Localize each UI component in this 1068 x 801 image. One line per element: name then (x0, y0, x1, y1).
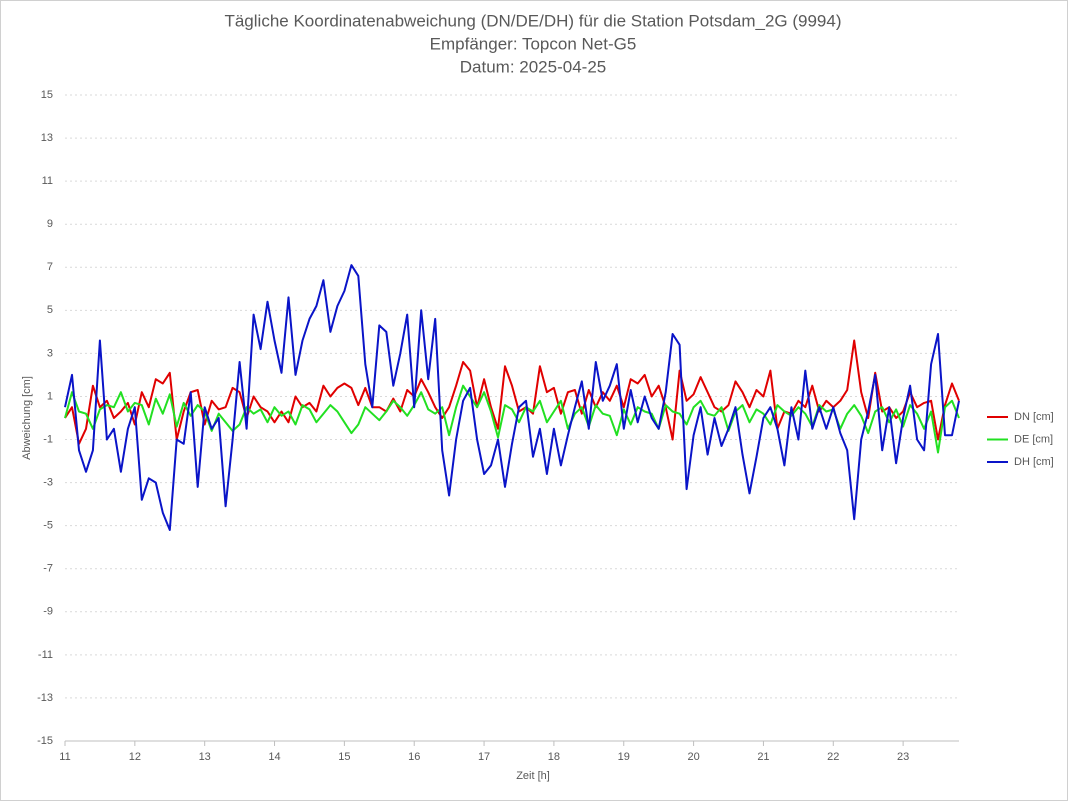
legend-label: DE [cm] (1014, 433, 1053, 445)
y-tick-label: -13 (37, 692, 53, 704)
x-tick-label: 14 (268, 751, 280, 763)
x-tick-label: 22 (827, 751, 839, 763)
y-tick-label: -3 (43, 477, 53, 489)
chart-subtitle: Empfänger: Topcon Net-G5 (430, 34, 637, 53)
x-tick-label: 21 (757, 751, 769, 763)
y-tick-label: 15 (41, 89, 53, 101)
y-tick-label: -9 (43, 606, 53, 618)
data-line (64, 264, 960, 531)
y-tick-label: -11 (38, 649, 53, 661)
x-tick-label: 20 (687, 751, 699, 763)
y-tick-label: 11 (42, 175, 53, 187)
y-tick-label: -15 (37, 735, 53, 747)
y-tick-label: 13 (41, 132, 53, 144)
y-axis-label: Abweichung [cm] (21, 376, 33, 460)
x-axis-label: Zeit [h] (516, 770, 550, 782)
x-tick-label: 19 (618, 751, 630, 763)
y-tick-label: 9 (47, 218, 53, 230)
y-tick-label: 5 (47, 304, 53, 316)
x-tick-label: 16 (408, 751, 420, 763)
chart-title: Tägliche Koordinatenabweichung (DN/DE/DH… (224, 11, 841, 30)
y-tick-label: 1 (47, 390, 53, 402)
y-tick-label: -7 (43, 563, 53, 575)
data-line (64, 339, 960, 445)
y-tick-label: 7 (47, 261, 53, 273)
x-tick-label: 11 (59, 751, 70, 763)
y-tick-label: -1 (43, 433, 53, 445)
x-tick-label: 13 (199, 751, 211, 763)
y-tick-label: 3 (47, 347, 53, 359)
x-tick-label: 23 (897, 751, 909, 763)
y-tick-label: -5 (43, 520, 53, 532)
x-tick-label: 15 (338, 751, 350, 763)
x-tick-label: 17 (478, 751, 490, 763)
chart-date: Datum: 2025-04-25 (460, 57, 606, 76)
legend-label: DH [cm] (1014, 456, 1054, 468)
x-tick-label: 12 (129, 751, 141, 763)
x-tick-label: 18 (548, 751, 560, 763)
legend-label: DN [cm] (1014, 411, 1054, 423)
